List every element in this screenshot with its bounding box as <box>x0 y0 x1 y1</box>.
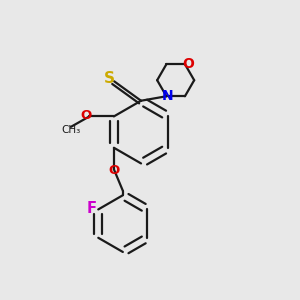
Text: O: O <box>80 109 92 122</box>
Text: S: S <box>103 71 115 86</box>
Text: N: N <box>162 89 174 103</box>
Text: O: O <box>182 57 194 71</box>
Text: O: O <box>108 164 119 177</box>
Text: F: F <box>87 201 97 216</box>
Text: CH₃: CH₃ <box>61 125 80 135</box>
